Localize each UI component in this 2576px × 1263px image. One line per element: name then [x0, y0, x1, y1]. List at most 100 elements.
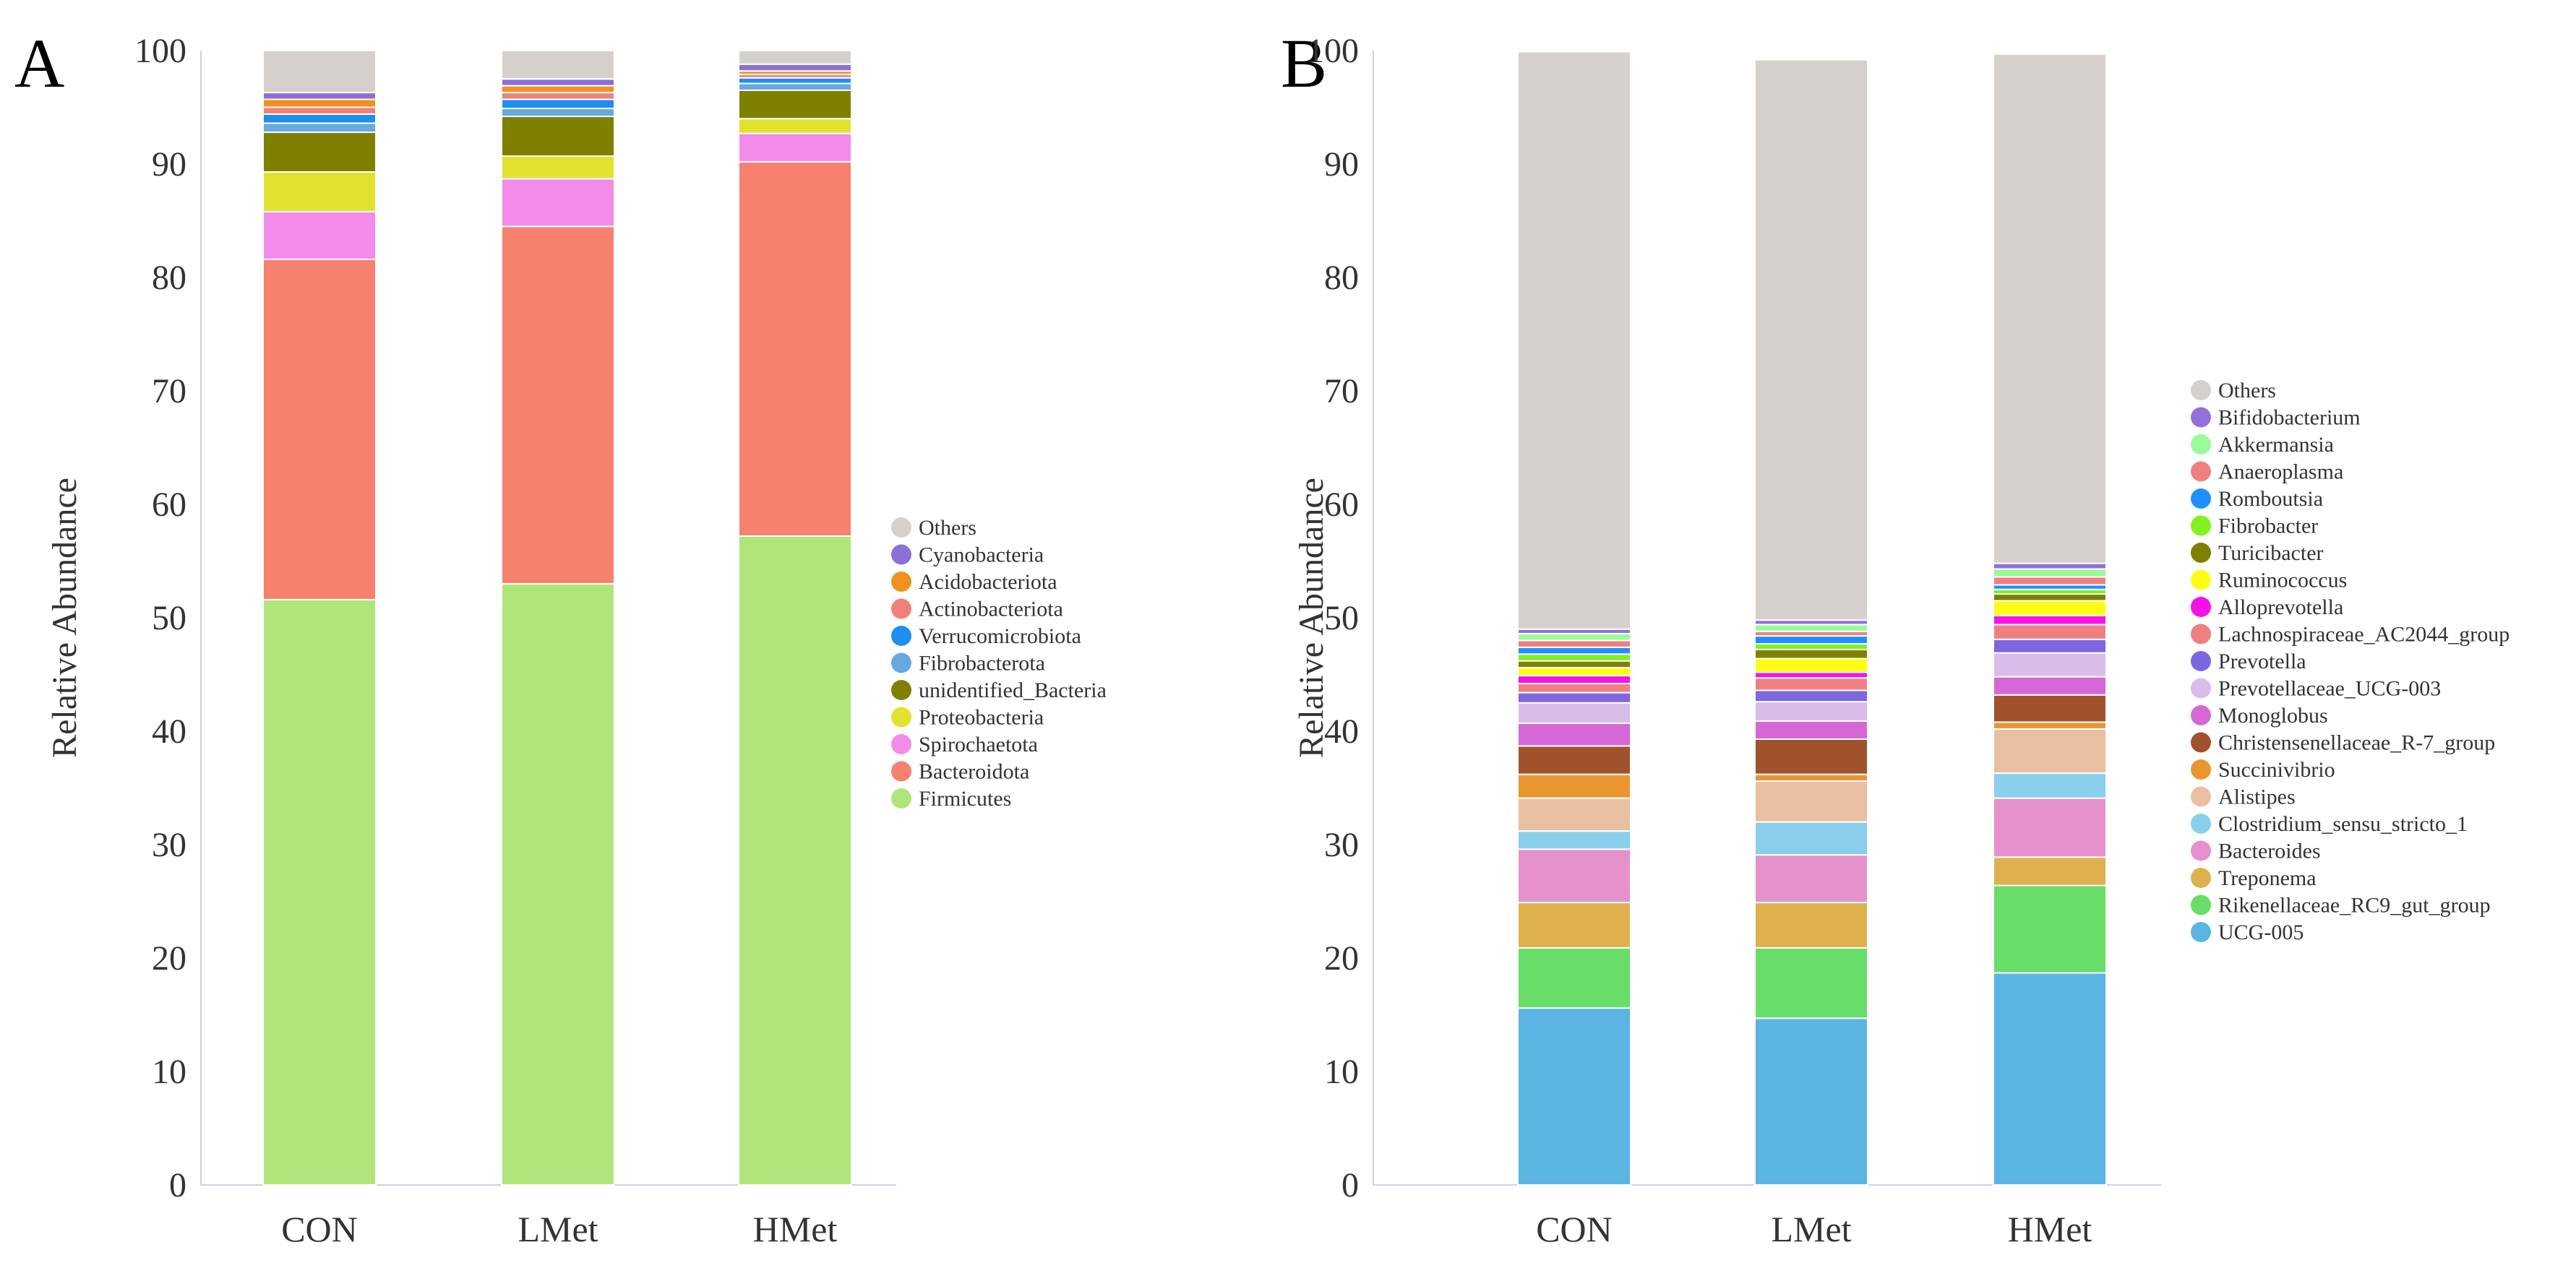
bar-segment — [262, 92, 377, 100]
bar-segment — [1993, 53, 2107, 564]
y-tick-label: 10 — [152, 1053, 186, 1091]
bar-segment — [1754, 854, 1868, 904]
bar-segment — [1754, 658, 1868, 673]
bar-segment — [738, 50, 852, 65]
bar-segment — [262, 98, 377, 108]
bar-segment — [1993, 638, 2107, 654]
legend-label: Others — [919, 516, 976, 540]
y-axis-title: Relative Abundance — [1292, 478, 1331, 758]
legend-marker — [2191, 624, 2211, 645]
legend-marker — [2191, 814, 2211, 834]
legend-marker — [891, 572, 911, 592]
bar-segment — [501, 225, 615, 585]
legend-label: Clostridium_sensu_stricto_1 — [2218, 812, 2468, 836]
bar-segment — [738, 118, 852, 134]
bar-segment — [1517, 1007, 1631, 1186]
legend-marker — [2191, 407, 2211, 428]
chart-b: 0 10 20 30 40 50 60 70 80 90 100 Relative Abundance… — [1292, 32, 2510, 1249]
legend: Others Cyanobacteria Acidobacteriota Actino… — [891, 516, 1107, 811]
legend-label: Romboutsia — [2218, 487, 2323, 511]
bar-segment — [1754, 59, 1868, 621]
bar-segment — [1993, 884, 2107, 974]
legend-marker — [891, 707, 911, 728]
legend-marker — [2191, 434, 2211, 454]
legend-label: Bifidobacterium — [2218, 406, 2361, 430]
legend-label: Actinobacteriota — [919, 598, 1063, 621]
legend-label: Prevotella — [2218, 650, 2306, 673]
bar-segment — [262, 132, 377, 173]
bar-segment — [1754, 902, 1868, 949]
bar-segment — [1754, 821, 1868, 856]
legend-label: Verrucomicrobiota — [919, 624, 1081, 648]
bar-segment — [1754, 677, 1868, 691]
bar-segment — [1754, 648, 1868, 660]
legend-marker — [2191, 651, 2211, 671]
y-tick-label: 0 — [1341, 1166, 1359, 1204]
legend-label: Succinivibrio — [2218, 758, 2335, 782]
y-tick-label: 20 — [1324, 939, 1359, 978]
bar-segment — [1517, 632, 1631, 642]
bar-segment — [1993, 772, 2107, 799]
x-tick-label: CON — [1536, 1209, 1613, 1249]
bar-segment — [1754, 947, 1868, 1020]
bar-segment — [1517, 691, 1631, 704]
bar-segment — [1517, 723, 1631, 747]
bar-segment — [1754, 643, 1868, 650]
bar-segment — [1517, 702, 1631, 725]
x-tick-label: LMet — [1771, 1209, 1851, 1249]
bar-segment — [1993, 652, 2107, 678]
chart-a: 0 10 20 30 40 50 60 70 80 90 100 Relative Abundance… — [46, 32, 1107, 1249]
bar-segment — [262, 210, 377, 260]
bar-segment — [1517, 51, 1631, 630]
legend-label: Ruminococcus — [2218, 569, 2347, 592]
bar-segment — [1754, 738, 1868, 775]
y-tick-label: 80 — [1324, 259, 1359, 297]
legend-label: Anaeroplasma — [2218, 460, 2343, 484]
legend-label: Fibrobacterota — [919, 652, 1045, 676]
bar-segment — [1754, 780, 1868, 823]
legend-label: Others — [2218, 379, 2276, 402]
legend-marker — [891, 544, 911, 565]
bar-segment — [1754, 773, 1868, 783]
x-tick-label: CON — [281, 1209, 358, 1249]
bar-segment — [501, 178, 615, 228]
y-tick-label: 30 — [152, 826, 186, 864]
bar-segment — [501, 98, 615, 110]
bar-segment — [501, 582, 615, 1186]
legend-marker — [891, 788, 911, 809]
bar-segment — [1993, 972, 2107, 1186]
legend-marker — [2191, 840, 2211, 861]
legend-marker — [2191, 597, 2211, 617]
legend-marker — [2191, 732, 2211, 753]
legend-label: Monoglobus — [2218, 704, 2328, 728]
legend-marker — [891, 761, 911, 782]
bar-segment — [738, 63, 852, 72]
legend-marker — [891, 680, 911, 700]
legend-label: Alloprevotella — [2218, 595, 2343, 619]
y-tick-label: 100 — [1307, 32, 1359, 70]
bar-segment — [1754, 1017, 1868, 1186]
legend-marker — [2191, 543, 2211, 563]
bar-segment — [1993, 593, 2107, 602]
bar-segment — [262, 122, 377, 134]
bar-segment — [1754, 701, 1868, 722]
bar-segment — [1517, 667, 1631, 677]
bar-segment — [262, 106, 377, 115]
bar-segment — [1754, 720, 1868, 740]
bar-segment — [1517, 947, 1631, 1009]
bar-segment — [501, 78, 615, 87]
x-tick-label: HMet — [753, 1209, 838, 1249]
bar-segment — [1993, 694, 2107, 723]
y-tick-label: 80 — [152, 259, 186, 297]
y-tick-label: 60 — [152, 486, 186, 524]
legend-label: Turicibacter — [2218, 541, 2324, 565]
legend-marker — [891, 652, 911, 673]
bar-segment — [1517, 660, 1631, 669]
legend-marker — [891, 734, 911, 754]
legend-label: Treponema — [2218, 866, 2317, 890]
bar-segment — [262, 113, 377, 124]
bar-segment — [1754, 635, 1868, 645]
legend-label: UCG-005 — [2218, 921, 2304, 944]
y-tick-label: 10 — [1324, 1053, 1359, 1091]
legend-label: Cyanobacteria — [919, 543, 1044, 567]
